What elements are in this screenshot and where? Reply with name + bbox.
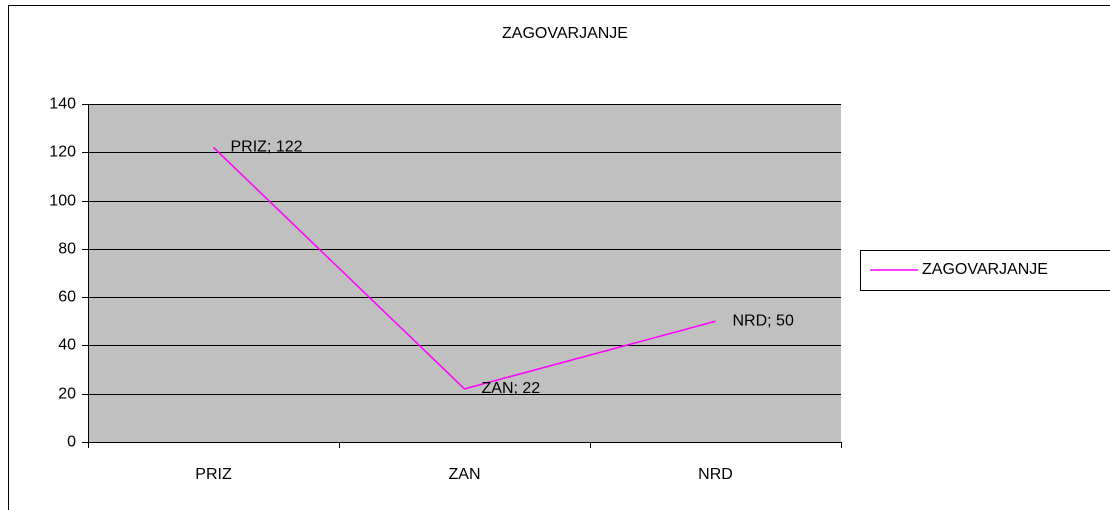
- plot-area: [88, 104, 841, 442]
- legend-label: ZAGOVARJANJE: [922, 261, 1048, 278]
- data-label: NRD; 50: [733, 313, 794, 330]
- data-label: ZAN; 22: [482, 380, 541, 397]
- data-label: PRIZ; 122: [231, 139, 303, 156]
- y-tick-label: 80: [58, 241, 76, 258]
- y-tick-label: 60: [58, 289, 76, 306]
- y-tick-label: 0: [67, 434, 76, 451]
- x-tick-label: PRIZ: [195, 466, 232, 483]
- y-tick-label: 20: [58, 386, 76, 403]
- data-line: [212, 146, 716, 390]
- x-tick-label: NRD: [698, 466, 733, 483]
- y-tick-label: 120: [49, 144, 76, 161]
- x-tick-label: ZAN: [449, 466, 481, 483]
- y-tick-label: 40: [58, 337, 76, 354]
- y-tick-label: 140: [49, 96, 76, 113]
- y-tick-label: 100: [49, 193, 76, 210]
- chart-title: ZAGOVARJANJE: [502, 25, 628, 42]
